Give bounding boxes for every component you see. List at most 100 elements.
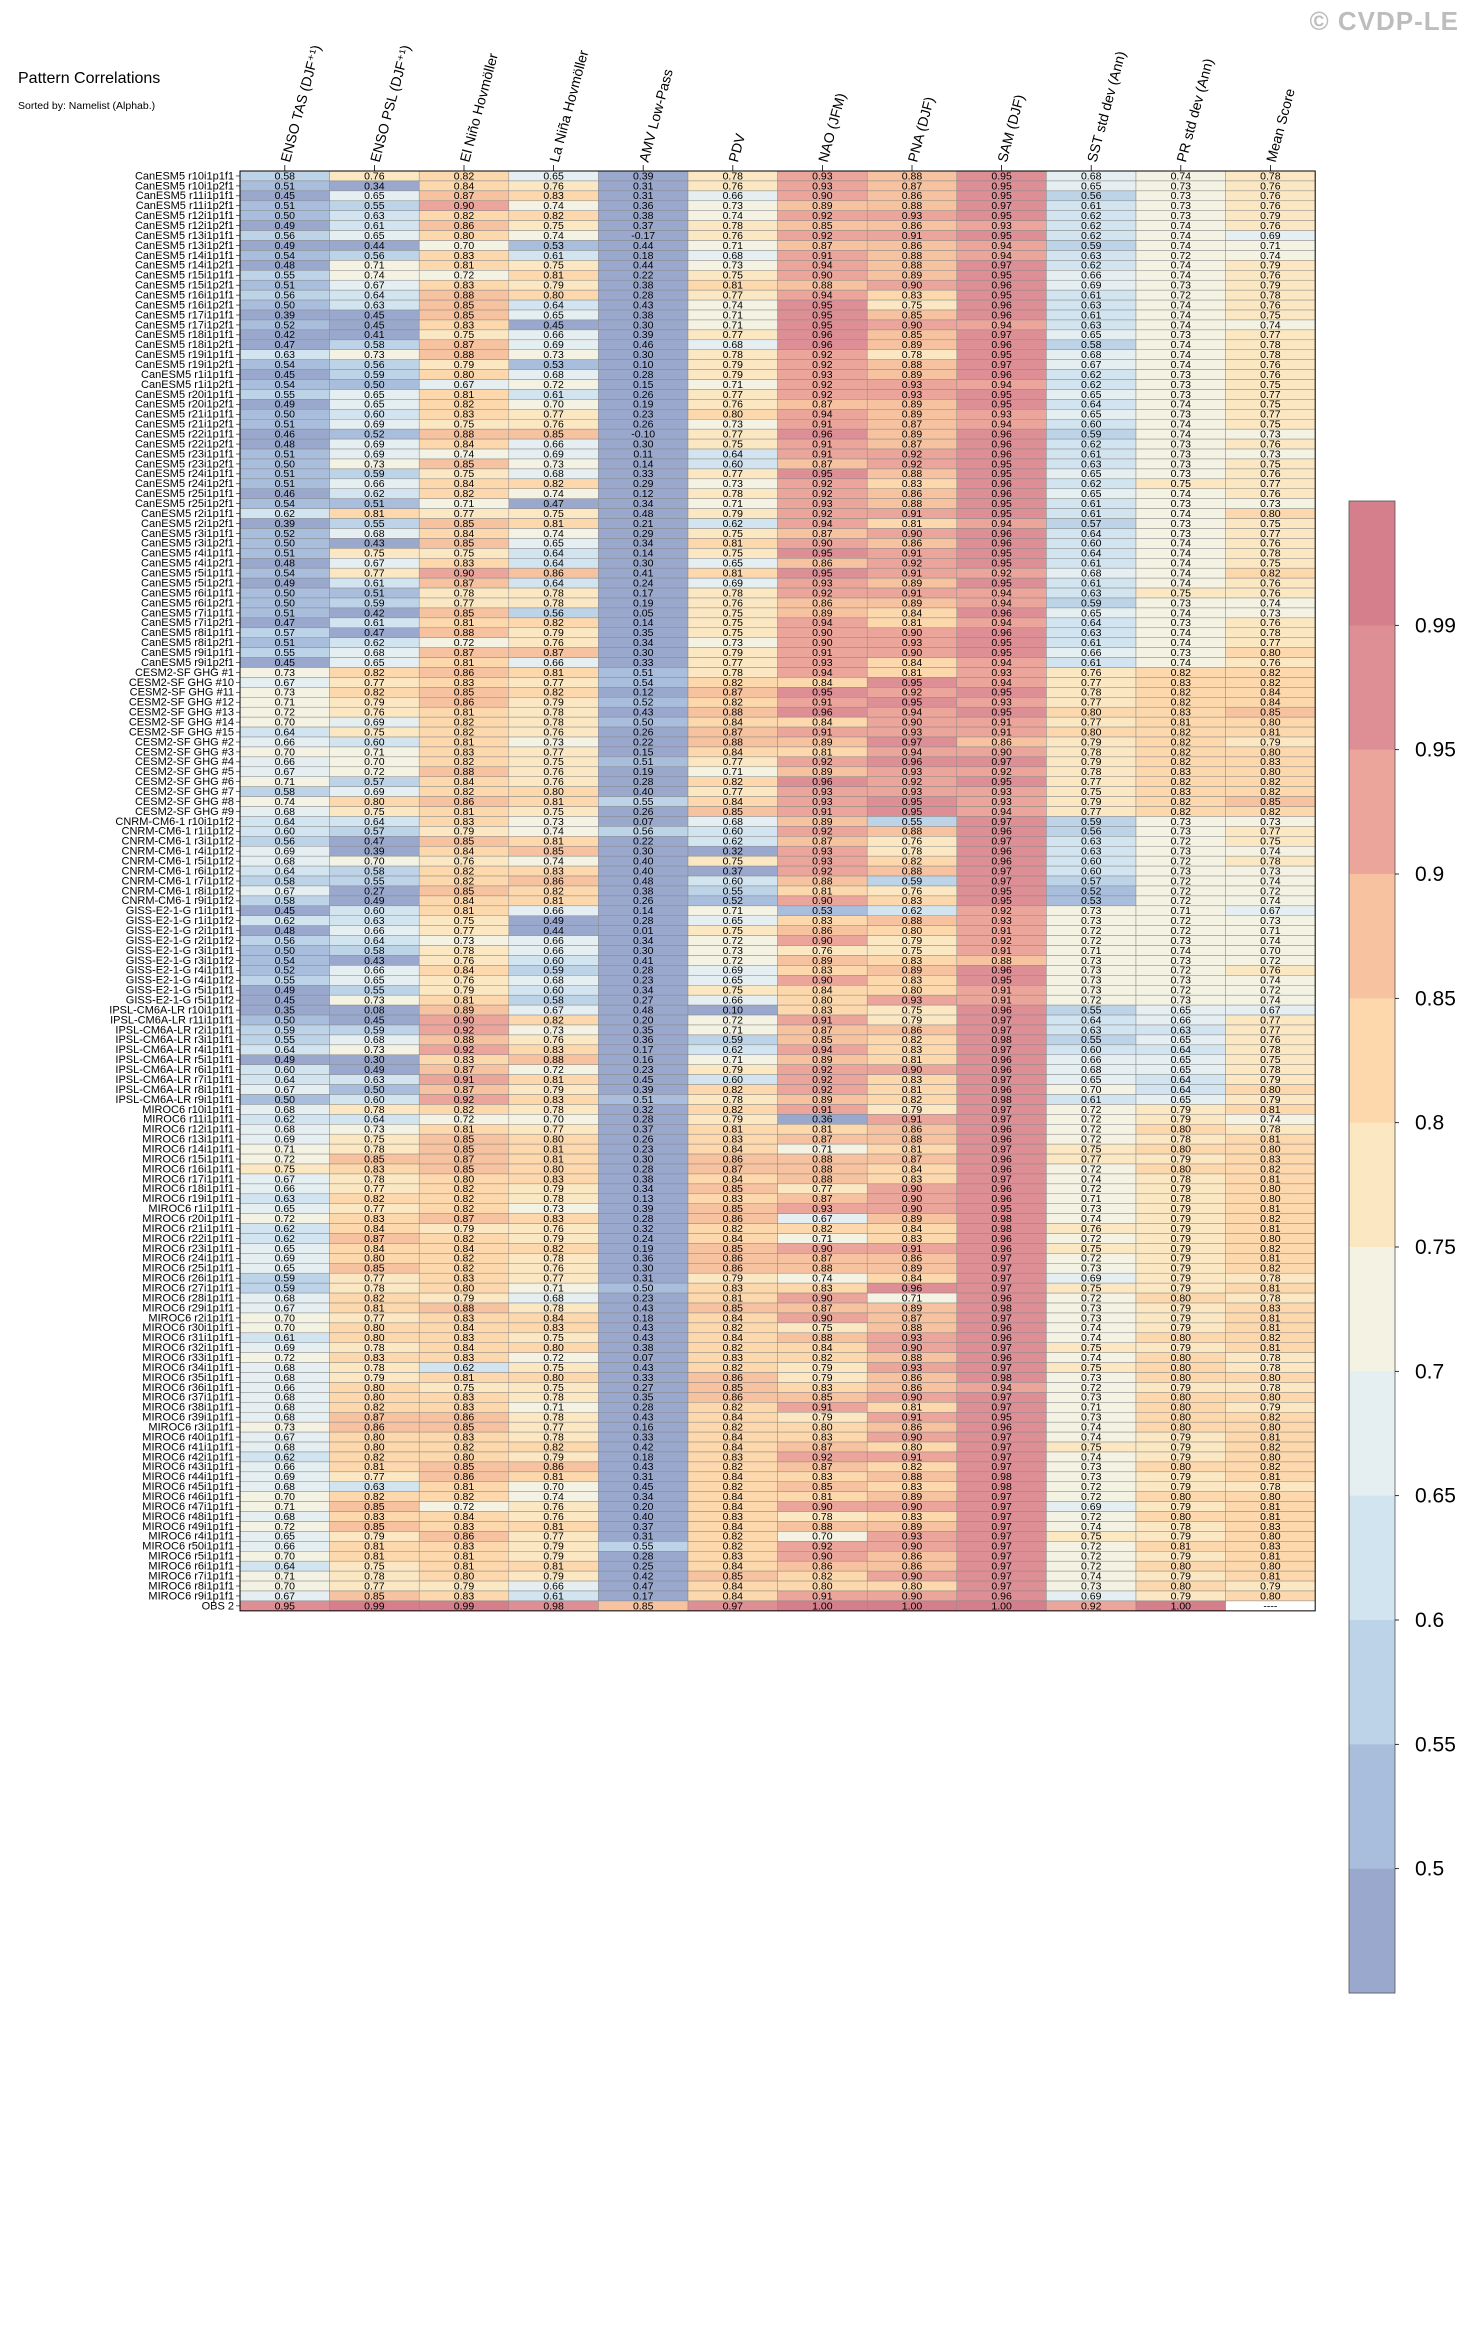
cell-value-label: 0.94: [812, 260, 833, 272]
cell-value-label: 0.86: [902, 190, 923, 202]
cell-value-label: 0.70: [454, 240, 475, 252]
cell-value-label: 0.74: [1171, 309, 1192, 321]
cell-value-label: 0.90: [902, 280, 923, 292]
cell-value-label: 0.73: [1171, 280, 1192, 292]
cell-value-label: 0.45: [275, 190, 296, 202]
cell-value-label: 0.73: [1171, 190, 1192, 202]
cell-value-label: 0.77: [723, 289, 744, 301]
colorbar-tick-label: 0.95: [1415, 739, 1456, 762]
cell-value-label: 0.85: [812, 220, 833, 232]
watermark: © CVDP-LE: [1309, 6, 1459, 36]
cell-value-label: 0.30: [633, 319, 654, 331]
cell-value-label: 0.65: [364, 230, 385, 242]
cell-value-label: 0.44: [364, 240, 385, 252]
cell-value-label: 0.82: [454, 170, 475, 182]
cell-value-label: 0.86: [902, 220, 923, 232]
colorbar-tick-label: 0.75: [1415, 1236, 1456, 1259]
cell-value-label: 0.54: [275, 250, 296, 262]
cell-value-label: 0.91: [902, 230, 923, 242]
cell-value-label: 0.89: [902, 270, 923, 282]
cell-value-label: 0.75: [1260, 309, 1281, 321]
cell-value-label: 0.62: [1081, 220, 1102, 232]
cell-value-label: 0.73: [1171, 200, 1192, 212]
cell-value-label: 0.94: [991, 250, 1012, 262]
cell-value-label: 0.31: [633, 190, 654, 202]
cell-value-label: 0.61: [1081, 200, 1102, 212]
cell-value-label: 0.81: [543, 270, 564, 282]
cell-value-label: 0.72: [1171, 250, 1192, 262]
cell-value-label: 0.67: [364, 280, 385, 292]
cell-value-label: 0.90: [902, 319, 923, 331]
cell-value-label: 0.74: [1171, 240, 1192, 252]
column-label: La Niña Hovmöller: [546, 48, 591, 164]
cell-value-label: 0.89: [812, 200, 833, 212]
cell-value-label: 0.95: [991, 210, 1012, 222]
cell-value-label: 0.74: [543, 200, 564, 212]
cell-value-label: 0.68: [1081, 170, 1102, 182]
cell-value-label: 0.76: [723, 180, 744, 192]
column-label: SST std dev (Ann): [1084, 49, 1129, 163]
cell-value-label: 0.74: [723, 210, 744, 222]
cell-value-label: 0.76: [364, 170, 385, 182]
cell-value-label: 0.75: [723, 270, 744, 282]
row-label: OBS 2: [202, 1600, 234, 1612]
column-label: ENSO TAS (DJF⁺¹): [277, 43, 324, 163]
cell-value-label: 0.66: [723, 190, 744, 202]
cell-value-label: 0.88: [902, 200, 923, 212]
cell-value-label: 0.74: [1171, 260, 1192, 272]
cell-value-label: 0.45: [364, 319, 385, 331]
cell-value-label: 0.75: [902, 299, 923, 311]
cell-value-label: 0.95: [991, 190, 1012, 202]
cell-value-label: 0.38: [633, 309, 654, 321]
column-label: SAM (DJF): [994, 93, 1027, 164]
cell-value-label: 0.62: [1081, 230, 1102, 242]
cell-value-label: -0.17: [631, 230, 655, 242]
cell-value-label: 0.62: [1081, 260, 1102, 272]
cell-value-label: 0.22: [633, 270, 654, 282]
cell-value-label: 0.62: [1081, 210, 1102, 222]
cell-value-label: 0.74: [1171, 170, 1192, 182]
cell-value-label: 0.94: [991, 319, 1012, 331]
cell-value-label: 0.81: [723, 280, 744, 292]
cell-value-label: 0.48: [275, 260, 296, 272]
cell-value-label: 0.95: [991, 170, 1012, 182]
colorbar-bin: [1349, 1868, 1395, 1994]
cell-value-label: 0.74: [1260, 250, 1281, 262]
cell-value-label: 0.72: [1171, 289, 1192, 301]
cell-value-label: 0.69: [1081, 280, 1102, 292]
cell-value-label: 0.71: [364, 260, 385, 272]
cell-value-label: 0.49: [275, 220, 296, 232]
cell-value-label: 0.73: [723, 260, 744, 272]
cell-value-label: 0.82: [454, 210, 475, 222]
chart-title: Pattern Correlations: [18, 70, 161, 87]
cell-value-label: 0.18: [633, 250, 654, 262]
cell-value-label: 0.56: [1081, 190, 1102, 202]
cell-value-label: 0.94: [812, 289, 833, 301]
cell-value-label: 0.76: [543, 180, 564, 192]
cell-value-label: 0.45: [364, 309, 385, 321]
colorbar-tick-label: 0.65: [1415, 1485, 1456, 1508]
cell-value-label: 0.55: [364, 200, 385, 212]
cell-value-label: 0.51: [275, 180, 296, 192]
cell-value-label: 0.75: [543, 220, 564, 232]
cell-value-label: 0.69: [1260, 230, 1281, 242]
cell-value-label: 0.92: [812, 210, 833, 222]
cell-value-label: 0.61: [1081, 289, 1102, 301]
cell-value-label: 0.36: [633, 200, 654, 212]
cell-value-label: 0.56: [364, 250, 385, 262]
cell-value-label: 0.76: [1260, 220, 1281, 232]
cell-value-label: 0.50: [275, 299, 296, 311]
cell-value-label: 0.95: [812, 319, 833, 331]
cell-value-label: 0.86: [454, 220, 475, 232]
cell-value-label: 0.63: [364, 210, 385, 222]
cell-value-label: 0.95: [991, 289, 1012, 301]
cell-value-label: 0.79: [1260, 210, 1281, 222]
colorbar-bin: [1349, 1744, 1395, 1870]
cell-value-label: 0.94: [991, 240, 1012, 252]
cell-value-label: 0.49: [275, 240, 296, 252]
cell-value-label: 0.88: [902, 170, 923, 182]
cell-value-label: 0.78: [723, 220, 744, 232]
cell-value-label: 0.83: [543, 190, 564, 202]
cell-value-label: 0.97: [991, 260, 1012, 272]
